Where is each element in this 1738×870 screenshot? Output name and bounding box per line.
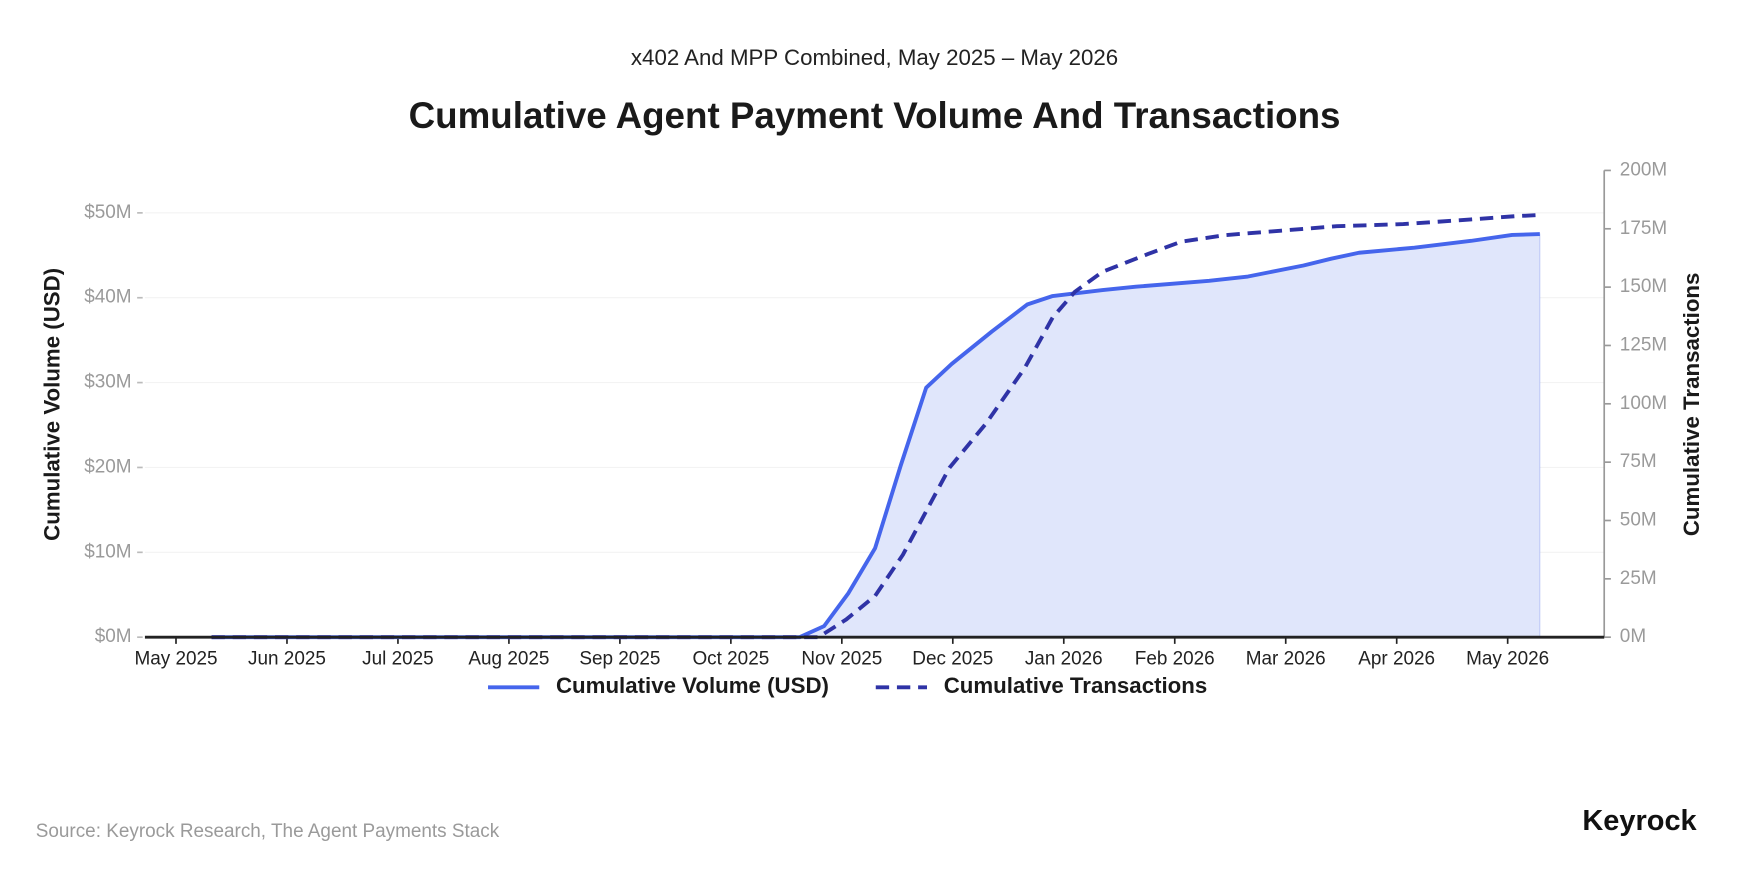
- x-tick-label: Jun 2025: [248, 648, 326, 669]
- x-tick-label: Oct 2025: [692, 648, 769, 669]
- y2-tick-label: 125M: [1620, 334, 1667, 355]
- y-tick-label: $20M: [84, 456, 131, 477]
- brand-logo: Keyrock: [1582, 805, 1697, 837]
- x-tick-label: Nov 2025: [801, 648, 882, 669]
- y2-tick-label: 150M: [1620, 276, 1667, 297]
- x-tick-label: Sep 2025: [579, 648, 660, 669]
- x-tick-label: Mar 2026: [1246, 648, 1326, 669]
- y-axis-label: Cumulative Volume (USD): [39, 268, 64, 541]
- plot-area: $0M $10M $20M $30M $40M $50M 0M 25M 50M 75M 100M 12…: [84, 159, 1667, 698]
- y-tick-label: $50M: [84, 202, 131, 223]
- y-tick-label: $10M: [84, 541, 131, 562]
- y-tick-label: $40M: [84, 287, 131, 308]
- x-tick-label: Jul 2025: [362, 648, 434, 669]
- x-tick-label: Apr 2026: [1358, 648, 1435, 669]
- y2-tick-label: 25M: [1620, 568, 1657, 589]
- y2-tick-label: 175M: [1620, 218, 1667, 239]
- x-tick-label: May 2025: [134, 648, 217, 669]
- y-tick-label: $30M: [84, 372, 131, 393]
- x-tick-label: May 2026: [1466, 648, 1549, 669]
- y-tick-label: $0M: [95, 626, 132, 647]
- y2-tick-label: 0M: [1620, 626, 1646, 647]
- x-tick-label: Aug 2025: [468, 648, 549, 669]
- y2-axis-label: Cumulative Transactions: [1679, 273, 1704, 537]
- y2-tick-label: 100M: [1620, 393, 1667, 414]
- y2-tick-label: 75M: [1620, 451, 1657, 472]
- series-line: [211, 232, 1540, 640]
- chart-subtitle: x402 And MPP Combined, May 2025 – May 20…: [631, 45, 1118, 70]
- x-tick-label: Dec 2025: [912, 648, 993, 669]
- series-line: [211, 213, 1540, 640]
- source-note: Source: Keyrock Research, The Agent Paym…: [36, 821, 500, 842]
- series-area: [211, 233, 1541, 638]
- x-tick-label: Jan 2026: [1025, 648, 1103, 669]
- legend-label: Cumulative Transactions: [944, 673, 1208, 698]
- y2-tick-label: 200M: [1620, 159, 1667, 180]
- chart-title: Cumulative Agent Payment Volume And Tran…: [409, 95, 1341, 136]
- x-tick-label: Feb 2026: [1135, 648, 1215, 669]
- legend-label: Cumulative Volume (USD): [556, 673, 829, 698]
- y2-tick-label: 50M: [1620, 509, 1657, 530]
